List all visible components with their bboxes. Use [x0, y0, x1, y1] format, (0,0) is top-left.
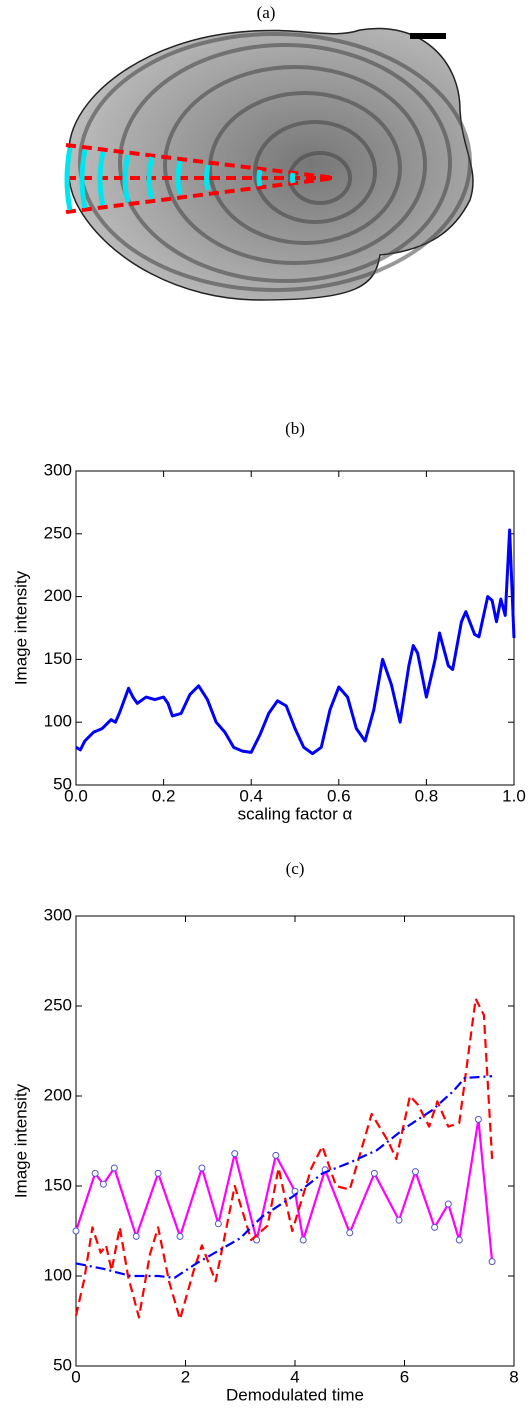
- otolith: [67, 27, 474, 301]
- x-tick-label: 0.2: [152, 786, 176, 805]
- x-tick-label: 0.0: [64, 786, 88, 805]
- y-tick-label: 250: [44, 995, 72, 1014]
- y-axis-label: Image intensity: [11, 570, 30, 685]
- x-tick-label: 0.8: [415, 786, 439, 805]
- x-tick-label: 1.0: [502, 786, 526, 805]
- chart-title: (b): [285, 419, 305, 438]
- data-point: [154, 1169, 162, 1177]
- data-point: [231, 1150, 239, 1158]
- y-tick-label: 150: [44, 649, 72, 668]
- chart-title: (c): [286, 859, 305, 878]
- data-point: [411, 1168, 419, 1176]
- data-point: [91, 1169, 99, 1177]
- plot-frame: [75, 915, 515, 1367]
- x-tick-label: 0.4: [239, 786, 263, 805]
- y-tick-label: 200: [44, 1085, 72, 1104]
- data-line: [75, 1075, 493, 1279]
- x-tick-label: 2: [181, 1367, 190, 1386]
- plot-frame: [75, 470, 515, 786]
- scale-bar: [410, 33, 446, 39]
- data-point: [198, 1164, 206, 1172]
- x-tick-label: 0.6: [327, 786, 351, 805]
- y-axis-label: Image intensity: [11, 1083, 30, 1198]
- data-point: [72, 1227, 80, 1235]
- data-point: [272, 1151, 280, 1159]
- data-point: [444, 1200, 452, 1208]
- ring-marks: [64, 147, 296, 211]
- panel-label: (a): [257, 3, 276, 22]
- data-point: [431, 1223, 439, 1231]
- otolith-image: [64, 27, 474, 301]
- x-axis-label: scaling factor α: [238, 804, 353, 823]
- data-line: [75, 528, 516, 756]
- y-tick-label: 150: [44, 1175, 72, 1194]
- x-tick-label: 0: [71, 1367, 80, 1386]
- x-tick-label: 4: [290, 1367, 299, 1386]
- y-tick-label: 300: [44, 905, 72, 924]
- growth-rings: [78, 32, 472, 292]
- y-tick-label: 100: [44, 712, 72, 731]
- data-line: [74, 997, 494, 1321]
- y-tick-label: 250: [44, 523, 72, 542]
- data-point: [455, 1236, 463, 1244]
- y-tick-label: 300: [44, 460, 72, 479]
- data-point: [253, 1236, 261, 1244]
- data-point: [214, 1220, 222, 1228]
- data-point: [176, 1232, 184, 1240]
- data-point: [299, 1236, 307, 1244]
- data-point: [346, 1229, 354, 1237]
- y-tick-label: 50: [53, 774, 72, 793]
- x-tick-label: 8: [509, 1367, 518, 1386]
- data-point: [99, 1180, 107, 1188]
- x-axis-label: Demodulated time: [226, 1385, 364, 1404]
- data-point: [488, 1258, 496, 1266]
- data-point: [110, 1164, 118, 1172]
- y-tick-label: 100: [44, 1265, 72, 1284]
- data-line: [74, 1118, 494, 1262]
- data-point: [395, 1216, 403, 1224]
- data-point: [132, 1232, 140, 1240]
- x-tick-label: 6: [400, 1367, 409, 1386]
- data-point: [474, 1115, 482, 1123]
- data-point: [370, 1169, 378, 1177]
- y-tick-label: 50: [53, 1355, 72, 1374]
- y-tick-label: 200: [44, 586, 72, 605]
